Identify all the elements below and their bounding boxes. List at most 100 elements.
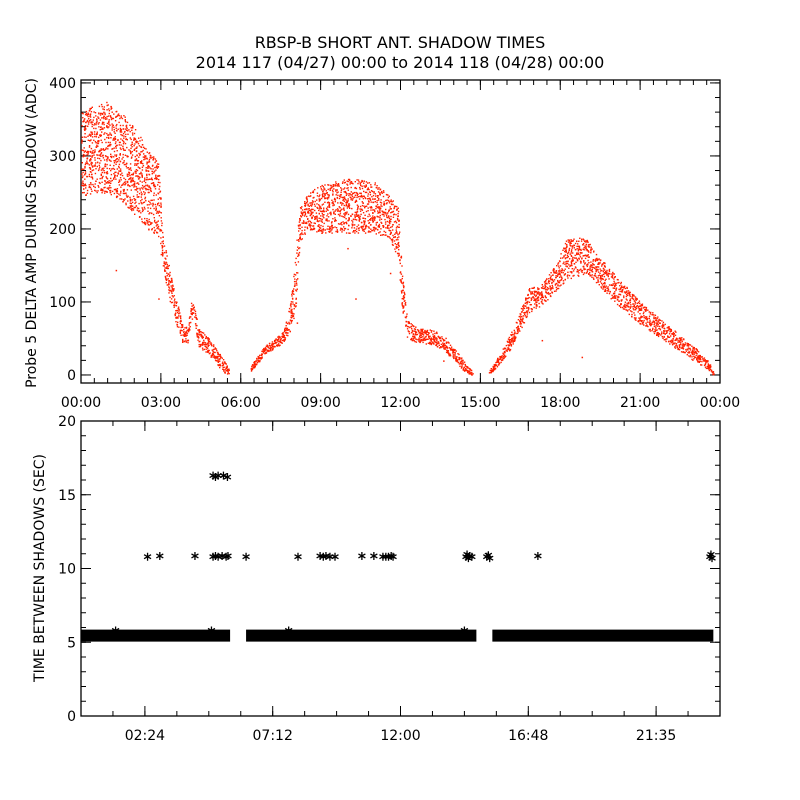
data-point xyxy=(677,348,679,351)
data-point xyxy=(90,119,92,121)
data-point xyxy=(309,195,311,198)
data-point xyxy=(139,216,141,218)
data-point xyxy=(87,115,89,118)
data-point xyxy=(118,184,121,186)
data-point xyxy=(639,323,641,325)
data-point xyxy=(351,225,354,227)
data-point xyxy=(349,179,351,181)
data-point xyxy=(94,157,96,159)
data-point xyxy=(223,366,225,368)
data-point xyxy=(140,161,142,163)
data-point xyxy=(626,299,628,301)
data-point xyxy=(354,196,356,198)
data-point xyxy=(117,113,120,115)
data-point xyxy=(115,129,118,132)
data-point xyxy=(623,287,625,289)
data-point xyxy=(130,157,133,159)
data-point xyxy=(168,286,170,288)
data-point xyxy=(620,300,623,302)
data-point xyxy=(612,273,614,275)
data-point xyxy=(99,162,101,164)
data-point xyxy=(544,300,546,302)
data-point xyxy=(666,331,668,334)
data-point xyxy=(647,309,649,311)
data-point xyxy=(372,220,375,222)
data-point xyxy=(335,189,337,191)
data-point xyxy=(322,229,325,231)
data-point xyxy=(265,345,268,347)
data-point xyxy=(111,117,114,120)
data-point xyxy=(114,132,116,134)
data-point xyxy=(128,129,130,131)
data-point xyxy=(87,153,89,155)
data-point xyxy=(172,296,174,298)
data-point xyxy=(268,343,271,345)
data-point xyxy=(92,149,94,152)
data-point xyxy=(443,346,445,348)
data-point xyxy=(364,228,366,230)
data-point xyxy=(563,247,565,249)
data-point xyxy=(387,199,390,202)
data-point xyxy=(96,142,99,144)
data-point xyxy=(82,117,84,119)
data-point xyxy=(360,194,363,196)
data-point xyxy=(169,289,172,292)
data-point xyxy=(131,199,133,201)
data-point xyxy=(653,323,655,326)
data-point xyxy=(178,310,180,312)
data-point xyxy=(143,180,145,182)
data-point xyxy=(205,343,207,346)
data-point xyxy=(320,224,322,227)
data-point xyxy=(150,203,152,205)
data-point xyxy=(322,193,324,195)
data-point xyxy=(142,209,144,211)
data-point xyxy=(605,285,607,287)
data-point xyxy=(164,263,166,265)
data-point xyxy=(325,207,328,210)
data-point xyxy=(504,347,507,350)
data-point xyxy=(180,320,182,323)
data-point xyxy=(505,355,507,357)
data-point xyxy=(218,358,221,360)
data-point xyxy=(312,228,314,230)
data-point xyxy=(101,121,104,123)
data-point xyxy=(147,221,149,223)
data-point xyxy=(407,322,410,324)
data-point xyxy=(508,339,511,342)
data-point xyxy=(648,315,651,317)
data-point xyxy=(356,225,358,228)
data-point xyxy=(383,225,385,228)
data-point xyxy=(395,246,397,248)
data-point xyxy=(656,329,658,331)
data-point xyxy=(311,200,314,202)
data-point xyxy=(319,218,322,220)
data-point xyxy=(174,304,176,307)
data-point xyxy=(98,105,101,108)
data-point xyxy=(159,190,162,192)
data-point xyxy=(207,349,209,351)
data-point xyxy=(312,197,314,199)
data-point xyxy=(194,313,197,315)
data-point xyxy=(296,252,298,254)
data-point xyxy=(169,281,172,284)
data-point xyxy=(655,324,658,326)
data-point xyxy=(91,169,93,172)
data-point xyxy=(591,265,593,267)
data-point xyxy=(105,171,107,174)
data-point xyxy=(294,274,297,276)
data-point xyxy=(152,203,154,206)
data-point xyxy=(406,336,409,338)
data-point xyxy=(96,119,98,121)
data-point xyxy=(138,183,140,185)
data-point xyxy=(388,209,390,211)
data-point xyxy=(90,135,92,137)
data-point xyxy=(576,259,579,262)
data-point xyxy=(618,300,620,302)
data-point xyxy=(211,352,214,355)
data-point xyxy=(520,307,523,310)
data-point xyxy=(514,338,516,340)
data-point xyxy=(384,223,387,225)
data-point xyxy=(118,167,120,169)
data-point xyxy=(398,220,400,222)
data-point xyxy=(541,284,543,286)
